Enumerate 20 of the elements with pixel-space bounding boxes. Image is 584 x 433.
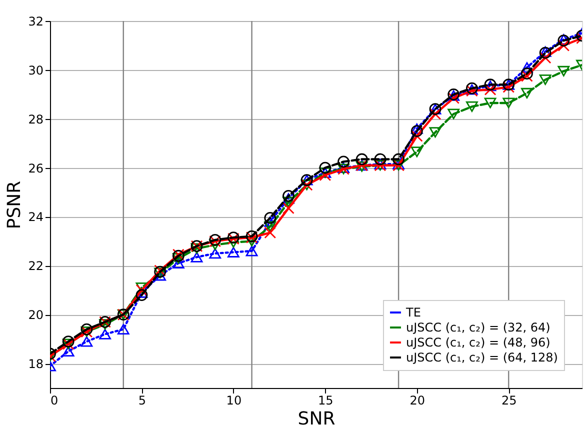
y-axis-title: PSNR [4, 180, 26, 230]
x-tick-label: 5 [138, 394, 146, 408]
x-tick-label: 0 [50, 394, 58, 408]
legend-label: uJSCC (c₁, c₂) = (64, 128) [406, 350, 558, 364]
x-tick-label: 20 [410, 394, 426, 408]
y-tick-label: 22 [28, 259, 44, 274]
y-tick-label: 18 [28, 357, 44, 372]
legend-label: TE [405, 306, 421, 320]
x-tick-label: 15 [318, 394, 334, 408]
legend-label: uJSCC (c₁, c₂) = (48, 96) [406, 336, 550, 350]
y-tick-label: 28 [28, 112, 44, 126]
legend-label: uJSCC (c₁, c₂) = (32, 64) [406, 320, 550, 334]
y-tick-label: 20 [28, 308, 44, 322]
x-tick-label: 25 [501, 394, 517, 408]
y-tick-label: 24 [28, 210, 44, 224]
x-tick-label: 10 [226, 394, 242, 408]
x-axis-title: SNR [298, 408, 336, 430]
y-tick-label: 32 [28, 14, 44, 28]
y-tick-label: 26 [28, 161, 44, 176]
y-tick-label: 30 [28, 63, 44, 78]
